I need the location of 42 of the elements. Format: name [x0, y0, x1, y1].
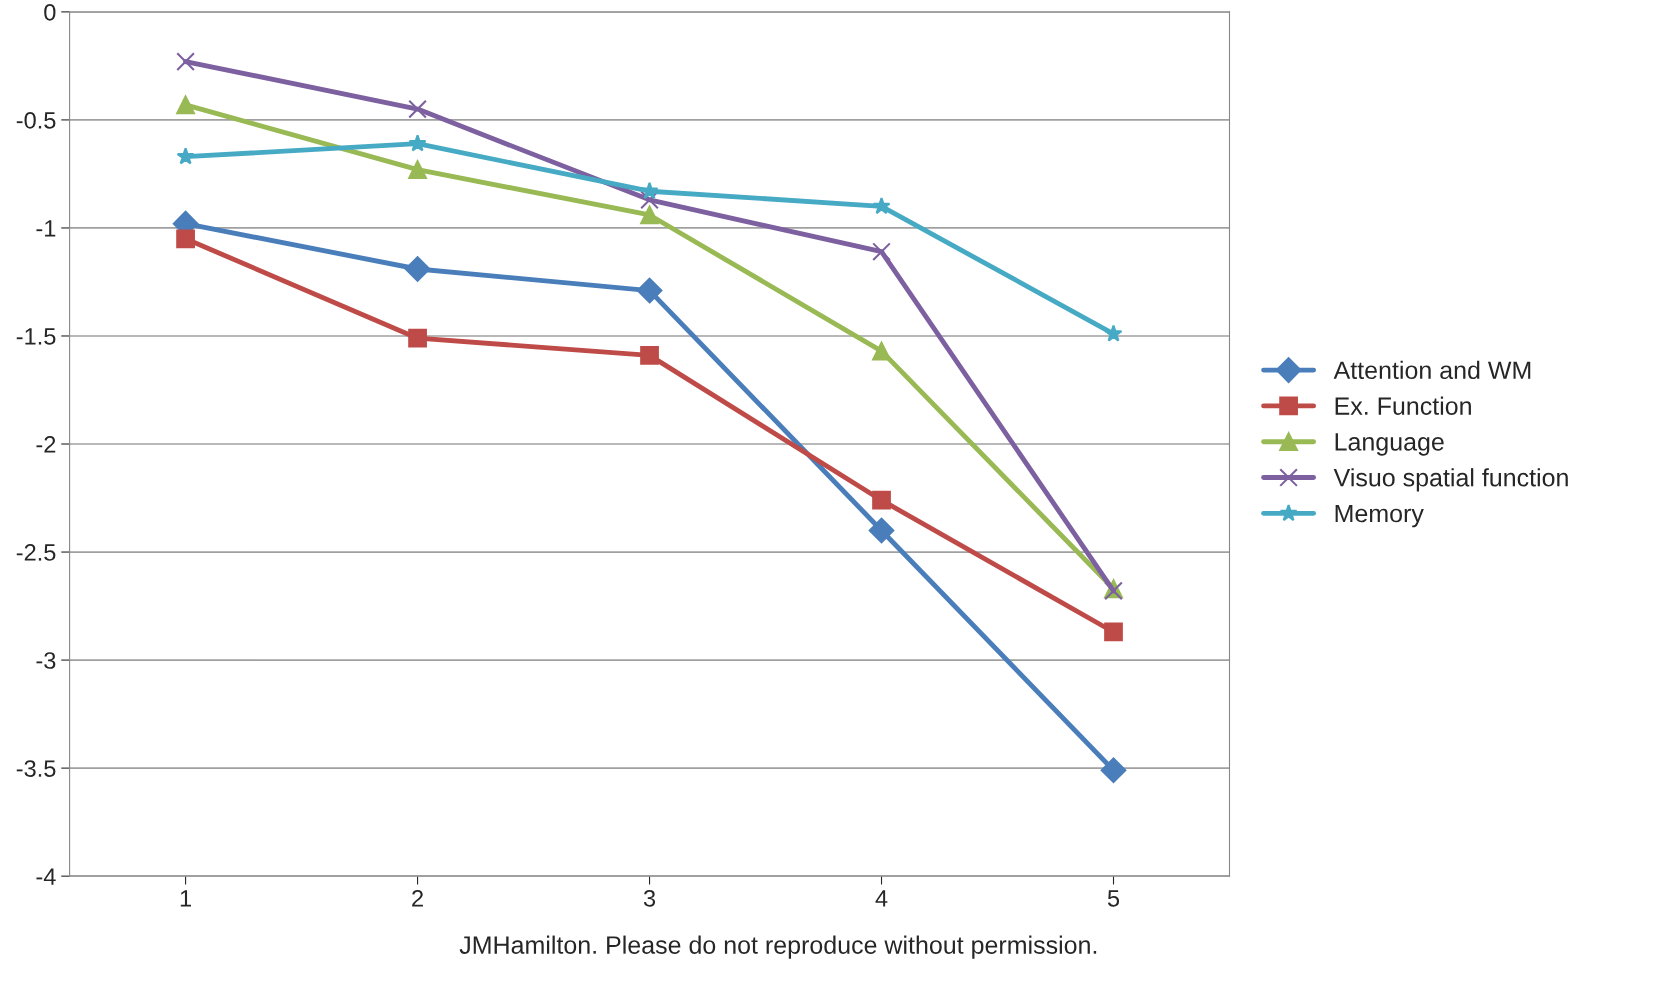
legend-label: Ex. Function — [1335, 396, 1471, 415]
point — [868, 517, 895, 544]
text: JMHamilton. Please do not reproduce without permission. — [459, 935, 1097, 959]
point — [404, 256, 431, 282]
point — [872, 196, 891, 215]
point — [176, 52, 195, 71]
point — [1104, 324, 1123, 342]
x-tick-label: 1 — [180, 890, 191, 907]
point — [640, 181, 659, 199]
point — [176, 147, 195, 165]
x-tick-label: 2 — [412, 889, 423, 907]
y-tick-label: -2.5 — [16, 544, 56, 561]
point — [872, 341, 891, 361]
legend-label: Attention and WM — [1333, 360, 1531, 380]
y-tick-label: -1 — [36, 220, 56, 237]
point — [1100, 757, 1127, 784]
x-tick-label: 5 — [1107, 890, 1120, 907]
x-tick-label: 3 — [643, 889, 656, 907]
legend-label: Memory — [1335, 504, 1424, 528]
point — [408, 134, 427, 152]
point — [872, 490, 891, 510]
point — [640, 346, 659, 365]
point — [408, 160, 427, 179]
legend-label: Visuo spatial function — [1333, 468, 1568, 492]
y-tick-label: -1.5 — [16, 328, 56, 345]
y-tick-label: 0 — [44, 3, 56, 21]
point — [408, 99, 427, 119]
y-tick-label: -0.5 — [16, 111, 56, 129]
point — [176, 95, 195, 115]
x-tick-label: 4 — [875, 890, 888, 907]
point — [408, 328, 427, 348]
point — [640, 205, 659, 225]
point — [640, 190, 659, 210]
y-tick-label: -4 — [36, 868, 56, 885]
y-tick-label: -3 — [36, 652, 56, 669]
point — [176, 229, 195, 249]
legend-label: Language — [1335, 433, 1444, 456]
y-tick-label: -2 — [36, 436, 56, 453]
y-tick-label: -3.5 — [16, 760, 56, 777]
point — [636, 277, 663, 304]
point — [1104, 622, 1123, 642]
point — [872, 242, 891, 262]
